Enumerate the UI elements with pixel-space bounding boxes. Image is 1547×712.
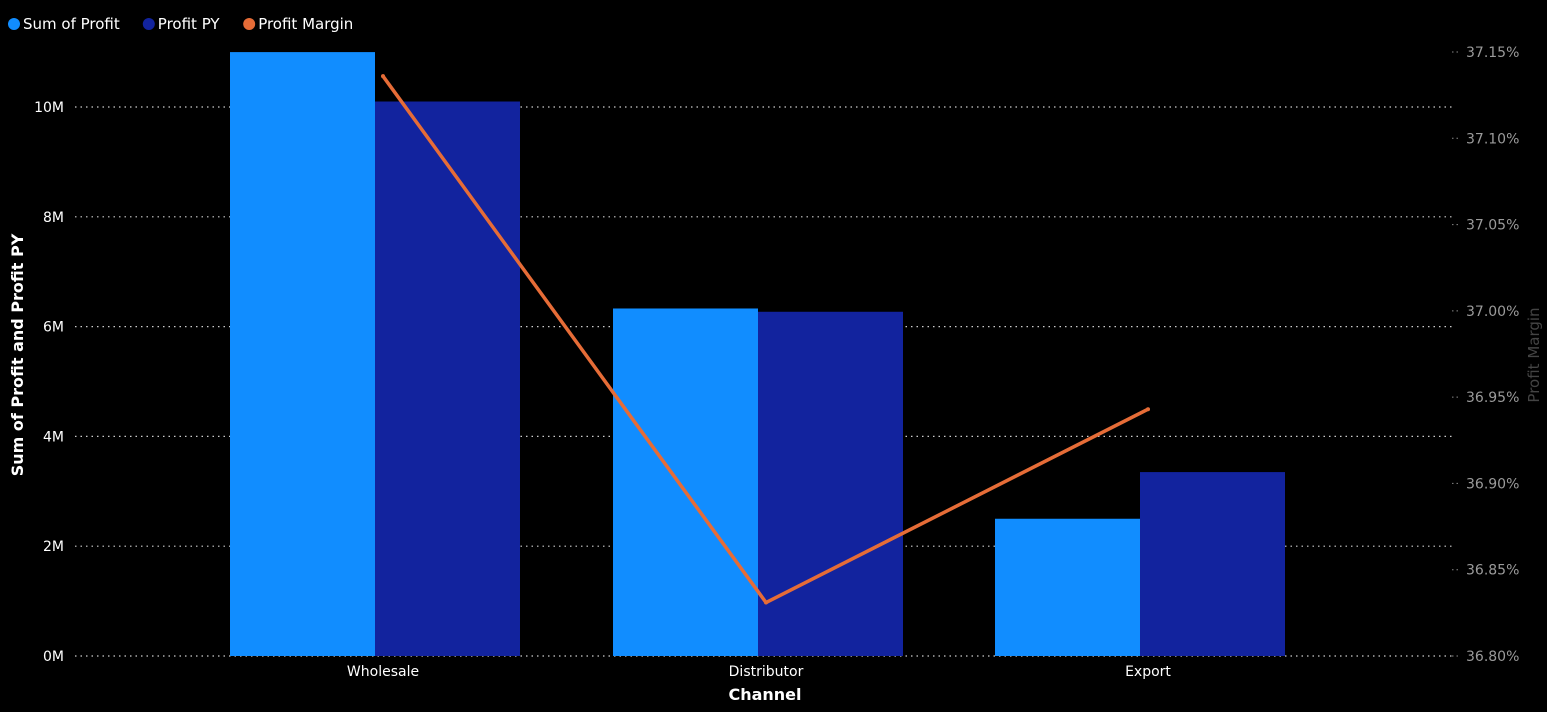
legend-label: Profit Margin	[258, 15, 353, 33]
y2-tick-label: 36.95%	[1466, 390, 1519, 406]
bars	[230, 52, 1285, 657]
bar-profit-py-export[interactable]	[1140, 472, 1285, 656]
y-tick-label: 6M	[43, 320, 64, 336]
x-axis: Wholesale Distributor Export	[347, 664, 1172, 680]
x-tick-label: Wholesale	[347, 664, 419, 680]
y2-tick-label: 36.85%	[1466, 563, 1519, 579]
y2-tick-label: 37.15%	[1466, 45, 1519, 61]
x-tick-label: Export	[1125, 664, 1171, 680]
y-axis-left: 0M 2M 4M 6M 8M 10M	[34, 100, 64, 665]
y2-tick-label: 37.00%	[1466, 304, 1519, 320]
y-tick-label: 4M	[43, 429, 64, 445]
y2-axis-title: Profit Margin	[1525, 307, 1543, 402]
bar-profit-py-distributor[interactable]	[758, 311, 903, 656]
bar-sum-of-profit-wholesale[interactable]	[230, 52, 375, 657]
point-profit-margin-distributor[interactable]	[764, 600, 768, 605]
bar-sum-of-profit-export[interactable]	[995, 518, 1140, 656]
y-tick-label: 8M	[43, 210, 64, 226]
point-profit-margin-export[interactable]	[1146, 407, 1150, 412]
legend-item-profit-py[interactable]: Profit PY	[142, 15, 221, 33]
y2-tick-label: 37.05%	[1466, 218, 1519, 234]
legend-marker-icon	[142, 18, 155, 30]
y2-tick-label: 36.80%	[1466, 649, 1519, 665]
y2-tick-label: 36.90%	[1466, 476, 1519, 492]
y-tick-label: 2M	[43, 539, 64, 555]
y-tick-label: 0M	[43, 649, 64, 665]
y-axis-right: 36.80% 36.85% 36.90% 36.95% 37.00% 37.05% 37.1…	[1466, 45, 1519, 665]
x-tick-label: Distributor	[729, 664, 804, 680]
x-axis-title: Channel	[728, 685, 801, 704]
legend-item-profit-margin[interactable]: Profit Margin	[243, 15, 353, 33]
legend-marker-icon	[8, 18, 20, 30]
point-profit-margin-wholesale[interactable]	[381, 74, 385, 79]
legend-label: Profit PY	[158, 15, 221, 33]
bar-sum-of-profit-distributor[interactable]	[613, 308, 758, 656]
y-axis-title: Sum of Profit and Profit PY	[8, 233, 27, 476]
legend-marker-icon	[243, 18, 256, 30]
y-tick-label: 10M	[34, 100, 64, 116]
legend-item-sum-of-profit[interactable]: Sum of Profit	[8, 15, 120, 33]
legend: Sum of Profit Profit PY Profit Margin	[8, 15, 353, 33]
legend-label: Sum of Profit	[23, 15, 120, 33]
y2-tick-label: 37.10%	[1466, 131, 1519, 147]
bar-profit-py-wholesale[interactable]	[375, 101, 520, 656]
